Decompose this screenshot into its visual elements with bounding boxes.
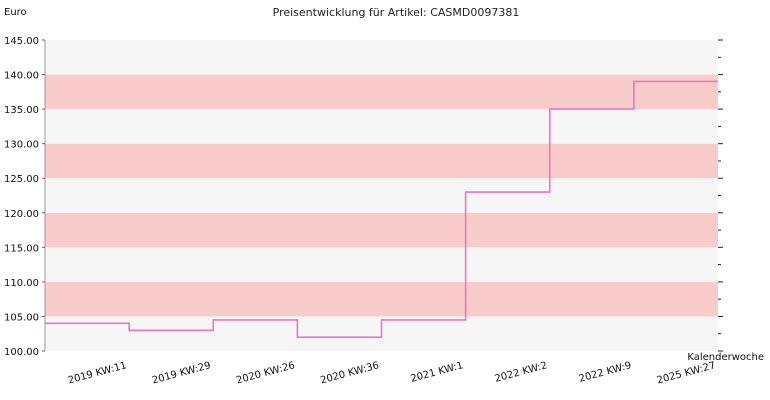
y-tick-label: 145.00 bbox=[4, 36, 39, 47]
x-tick-label: 2020 KW:36 bbox=[319, 360, 380, 386]
band-8 bbox=[45, 40, 718, 75]
y-axis: 100.00 105.00 110.00 115.00 120.00 125.00 130.… bbox=[4, 36, 46, 358]
y-tick-label: 140.00 bbox=[4, 71, 39, 82]
y-tick-label: 135.00 bbox=[4, 105, 39, 116]
chart-title: Preisentwicklung für Artikel: CASMD00973… bbox=[273, 6, 520, 19]
y-tick-label: 115.00 bbox=[4, 243, 39, 254]
background-bands bbox=[45, 40, 718, 351]
band-7 bbox=[45, 74, 718, 110]
y-tick-label: 130.00 bbox=[4, 140, 39, 151]
price-step-line bbox=[45, 80, 718, 338]
x-axis-label: Kalenderwoche bbox=[687, 352, 764, 363]
band-2 bbox=[45, 247, 718, 282]
x-tick-label: 2019 KW:29 bbox=[151, 360, 212, 386]
y-tick-label: 105.00 bbox=[4, 312, 39, 323]
x-tick-label: 2020 KW:26 bbox=[235, 360, 296, 386]
x-tick-label: 2019 KW:11 bbox=[67, 360, 128, 386]
x-tick-label: 2022 KW:9 bbox=[578, 360, 633, 385]
x-tick-label: 2021 KW:1 bbox=[410, 360, 465, 385]
band-4 bbox=[45, 178, 718, 213]
band-5 bbox=[45, 143, 718, 179]
y-tick-label: 120.00 bbox=[4, 209, 39, 220]
y-tick-label: 100.00 bbox=[4, 347, 39, 358]
x-axis: 2019 KW:11 2019 KW:29 2020 KW:26 2020 KW:36… bbox=[67, 360, 717, 386]
right-axis-ticks bbox=[718, 39, 723, 352]
x-tick-label: 2022 KW:2 bbox=[494, 360, 549, 385]
band-3 bbox=[45, 212, 718, 248]
x-tick-label: 2025 KW:27 bbox=[656, 360, 717, 386]
y-tick-label: 110.00 bbox=[4, 278, 39, 289]
band-6 bbox=[45, 109, 718, 144]
y-axis-label: Euro bbox=[4, 7, 27, 18]
series-line bbox=[45, 80, 718, 338]
y-tick-label: 125.00 bbox=[4, 174, 39, 185]
band-1 bbox=[45, 281, 718, 317]
